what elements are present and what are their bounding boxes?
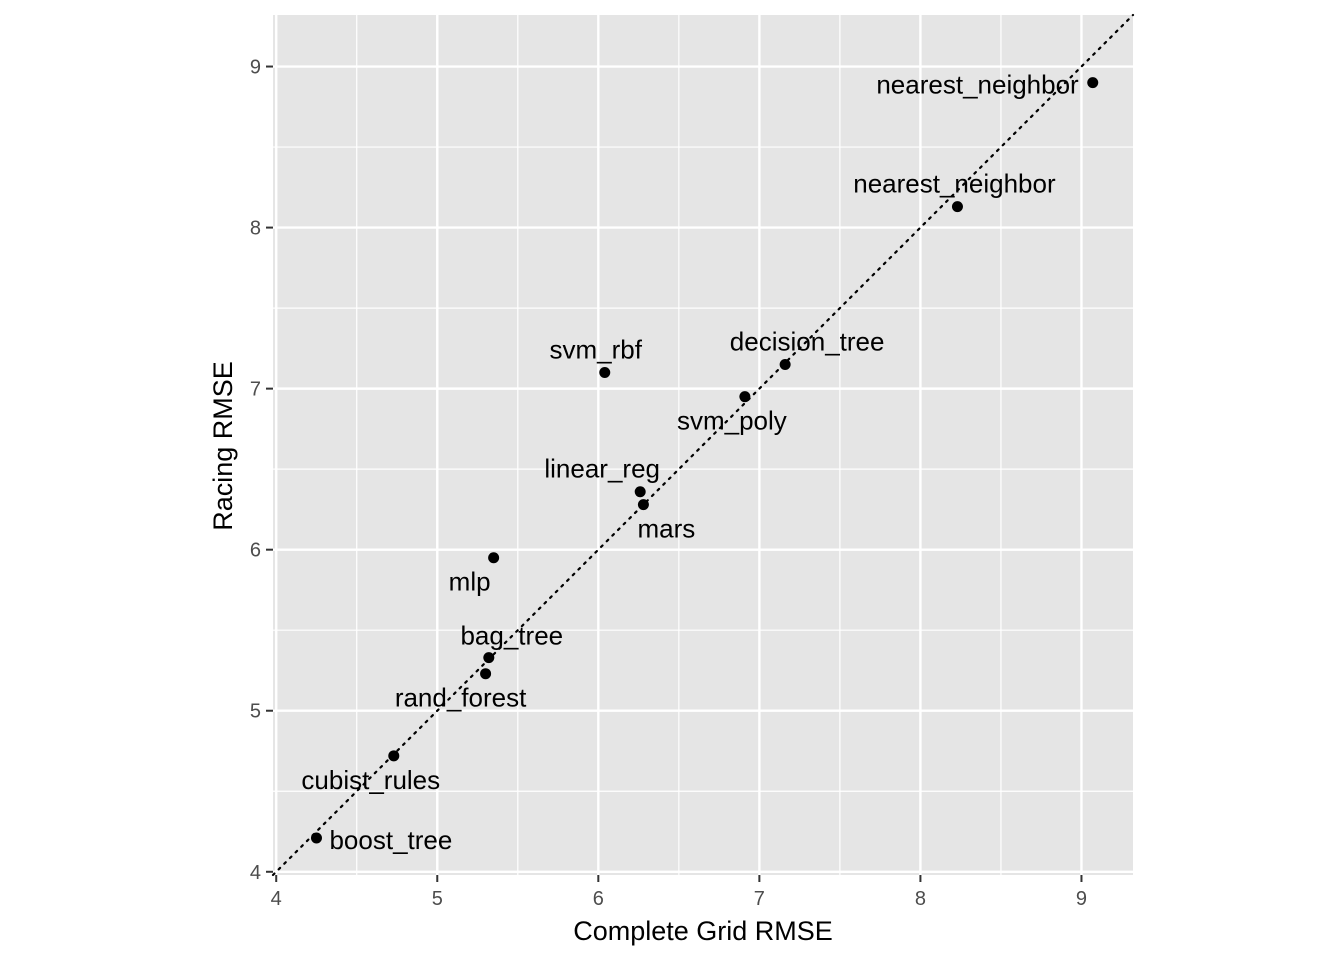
x-tick-label: 4 bbox=[271, 888, 282, 910]
point-label: nearest_neighbor bbox=[876, 70, 1079, 100]
x-tick-label: 5 bbox=[432, 888, 443, 910]
point-label: boost_tree bbox=[329, 825, 452, 855]
y-tick-label: 9 bbox=[250, 57, 261, 79]
point-label: mars bbox=[638, 514, 696, 544]
y-tick-label: 6 bbox=[250, 540, 261, 562]
data-point bbox=[599, 367, 611, 379]
x-tick-label: 9 bbox=[1076, 888, 1087, 910]
point-label: bag_tree bbox=[460, 621, 563, 651]
data-point bbox=[480, 668, 492, 680]
grid-lines bbox=[273, 15, 1133, 875]
data-point bbox=[739, 391, 751, 403]
y-tick-label: 8 bbox=[250, 218, 261, 240]
point-label: decision_tree bbox=[730, 326, 885, 356]
point-label: svm_poly bbox=[677, 406, 787, 436]
data-point bbox=[637, 499, 649, 511]
x-tick-label: 8 bbox=[915, 888, 926, 910]
point-label: linear_reg bbox=[544, 454, 660, 484]
x-tick-label: 7 bbox=[754, 888, 765, 910]
data-point bbox=[483, 652, 495, 664]
reference-line bbox=[271, 13, 1135, 877]
data-point bbox=[1087, 77, 1099, 89]
point-labels: nearest_neighbor nearest_neighbor decision… bbox=[301, 70, 1079, 855]
data-point bbox=[634, 486, 646, 498]
x-axis-title: Complete Grid RMSE bbox=[573, 916, 833, 946]
point-label: rand_forest bbox=[395, 683, 527, 713]
data-point bbox=[488, 552, 500, 564]
data-points bbox=[310, 77, 1099, 844]
y-tick-label: 7 bbox=[250, 379, 261, 401]
point-label: svm_rbf bbox=[550, 335, 643, 365]
y-tick-label: 4 bbox=[250, 862, 261, 884]
x-axis: 4 5 6 7 8 9 bbox=[271, 875, 1087, 910]
point-label: nearest_neighbor bbox=[853, 169, 1056, 199]
point-label: mlp bbox=[449, 567, 491, 597]
data-point bbox=[779, 358, 791, 370]
y-axis-title: Racing RMSE bbox=[208, 361, 238, 531]
data-point bbox=[310, 832, 322, 844]
data-point bbox=[951, 201, 963, 213]
data-point bbox=[388, 750, 400, 762]
point-label: cubist_rules bbox=[301, 765, 440, 795]
x-tick-label: 6 bbox=[593, 888, 604, 910]
y-tick-label: 5 bbox=[250, 701, 261, 723]
y-axis: 4 5 6 7 8 9 bbox=[250, 57, 273, 884]
